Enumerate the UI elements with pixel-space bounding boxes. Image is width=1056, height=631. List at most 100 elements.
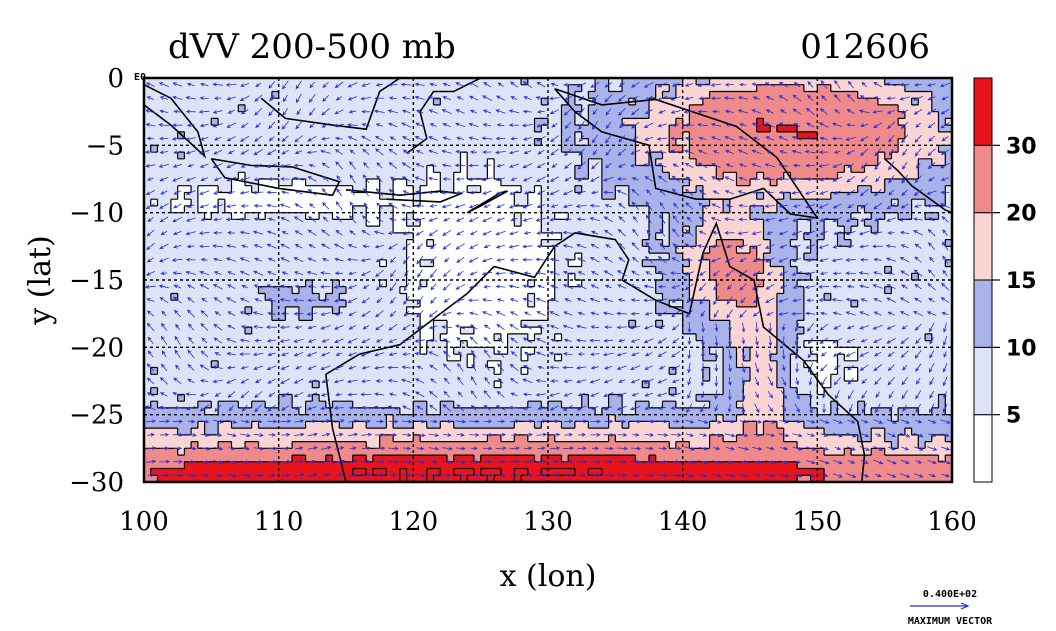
field-cell (379, 232, 387, 241)
field-cell (554, 246, 563, 254)
field-cell (574, 273, 583, 281)
field-cell (447, 300, 455, 308)
field-cell (622, 199, 630, 207)
field-cell (554, 273, 563, 281)
field-cell (554, 104, 563, 113)
field-cell (359, 273, 367, 281)
field-cell (521, 165, 529, 173)
field-cell (568, 98, 576, 106)
field-cell (204, 111, 212, 119)
field-cell (399, 280, 408, 288)
field-cell (420, 259, 428, 268)
field-cell (440, 293, 448, 301)
field-cell (164, 286, 172, 295)
field-cell (278, 104, 286, 113)
field-cell (292, 98, 300, 106)
field-cell (837, 172, 845, 180)
field-cell (319, 205, 327, 214)
field-cell (770, 125, 778, 133)
field-cell (514, 333, 522, 342)
field-cell (500, 125, 509, 133)
field-cell (675, 226, 684, 234)
field-cell (925, 125, 933, 133)
field-cell (413, 320, 421, 328)
field-cell (352, 273, 361, 281)
field-cell (588, 118, 596, 126)
field-cell (904, 118, 913, 126)
field-cell (197, 158, 206, 167)
field-cell (945, 91, 952, 99)
field-cell (615, 300, 623, 308)
field-cell (864, 84, 872, 93)
field-cell (743, 152, 751, 160)
field-cell (157, 280, 165, 288)
field-cell (144, 165, 152, 173)
field-cell (837, 246, 845, 254)
field-cell (736, 259, 744, 268)
field-cell (776, 98, 785, 106)
field-cell (696, 145, 704, 153)
field-cell (662, 179, 670, 187)
field-cell (945, 327, 952, 335)
field-cell (675, 212, 684, 220)
field-cell (803, 179, 812, 187)
field-cell (487, 78, 495, 86)
field-cell (231, 239, 239, 247)
field-cell (487, 111, 495, 119)
field-cell (211, 111, 219, 119)
field-cell (473, 232, 482, 241)
field-cell (292, 165, 300, 173)
field-cell (729, 219, 738, 227)
field-cell (662, 327, 670, 335)
field-cell (426, 219, 435, 227)
field-cell (790, 125, 798, 133)
field-cell (675, 219, 684, 227)
field-cell (669, 199, 677, 207)
field-cell (191, 347, 199, 355)
field-cell (574, 131, 583, 140)
field-cell (615, 286, 623, 295)
field-cell (197, 286, 206, 295)
field-cell (925, 306, 933, 315)
field-cell (925, 185, 933, 194)
field-cell (709, 111, 717, 119)
field-cell (292, 253, 300, 261)
field-cell (790, 246, 798, 254)
field-cell (622, 131, 630, 140)
field-cell (487, 259, 495, 268)
field-cell (426, 172, 435, 180)
field-cell (696, 205, 704, 214)
field-cell (177, 111, 185, 119)
field-cell (837, 239, 845, 247)
field-cell (440, 152, 448, 160)
field-cell (440, 179, 448, 187)
field-cell (204, 246, 212, 254)
field-cell (548, 165, 556, 173)
field-cell (622, 246, 630, 254)
field-cell (514, 306, 522, 315)
field-cell (265, 199, 273, 207)
field-cell (871, 333, 879, 342)
field-cell (675, 199, 684, 207)
field-cell (406, 205, 414, 214)
field-cell (393, 118, 401, 126)
field-cell (844, 205, 852, 214)
field-cell (292, 152, 300, 160)
field-cell (251, 205, 260, 214)
field-cell (675, 78, 684, 86)
field-cell (628, 320, 637, 328)
field-cell (729, 327, 738, 335)
field-cell (278, 212, 286, 220)
field-cell (500, 118, 509, 126)
field-cell (851, 253, 859, 261)
field-cell (406, 152, 414, 160)
field-cell (548, 212, 556, 220)
field-cell (925, 320, 933, 328)
field-cell (709, 313, 717, 321)
field-cell (871, 111, 879, 119)
field-cell (359, 327, 367, 335)
field-cell (864, 253, 872, 261)
field-cell (844, 246, 852, 254)
field-cell (554, 125, 563, 133)
field-cell (655, 131, 664, 140)
